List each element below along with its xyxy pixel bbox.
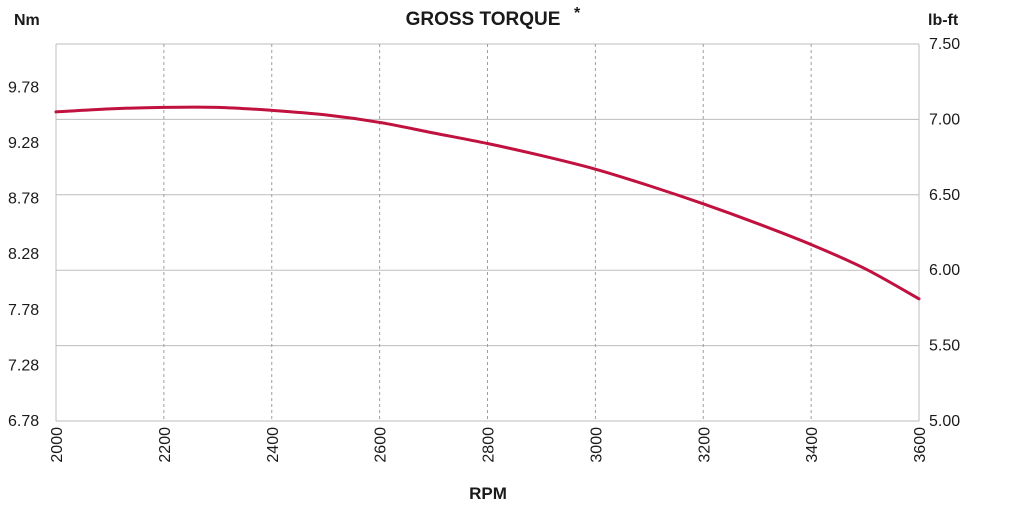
x-tick-label: 3200 — [696, 427, 713, 463]
y-right-tick-label: 7.50 — [929, 36, 960, 53]
torque-curve — [54, 105, 921, 301]
x-tick-label: 3600 — [912, 427, 929, 463]
y-left-tick-label: 6.78 — [8, 413, 39, 430]
x-axis-label: RPM — [469, 484, 507, 503]
axis-layer — [55, 44, 920, 422]
series-layer — [54, 105, 921, 301]
tick-layer: 6.78 7.28 7.78 8.28 8.78 9.28 9.78 5.00 5.50 6.00… — [8, 36, 960, 463]
right-axis-unit: lb-ft — [928, 12, 959, 29]
x-tick-label: 2400 — [265, 427, 282, 463]
y-left-tick-label: 7.78 — [8, 302, 39, 319]
y-right-tick-label: 7.00 — [929, 111, 960, 128]
chart-title: GROSS TORQUE — [406, 9, 561, 30]
x-tick-label: 2600 — [373, 427, 390, 463]
title-asterisk: * — [574, 5, 581, 22]
x-tick-label: 2800 — [481, 427, 498, 463]
y-right-tick-label: 6.00 — [929, 262, 960, 279]
y-right-tick-label: 6.50 — [929, 187, 960, 204]
y-left-tick-label: 8.78 — [8, 191, 39, 208]
x-tick-label: 3400 — [804, 427, 821, 463]
grid-layer — [56, 43, 919, 422]
x-tick-label: 3000 — [588, 427, 605, 463]
y-left-tick-label: 8.28 — [8, 246, 39, 263]
y-left-tick-label: 9.28 — [8, 135, 39, 152]
left-axis-unit: Nm — [14, 12, 40, 29]
x-tick-label: 2000 — [49, 427, 66, 463]
y-right-tick-label: 5.50 — [929, 338, 960, 355]
y-left-tick-label: 9.78 — [8, 79, 39, 96]
y-right-tick-label: 5.00 — [929, 413, 960, 430]
x-tick-label: 2200 — [157, 427, 174, 463]
y-left-tick-label: 7.28 — [8, 357, 39, 374]
